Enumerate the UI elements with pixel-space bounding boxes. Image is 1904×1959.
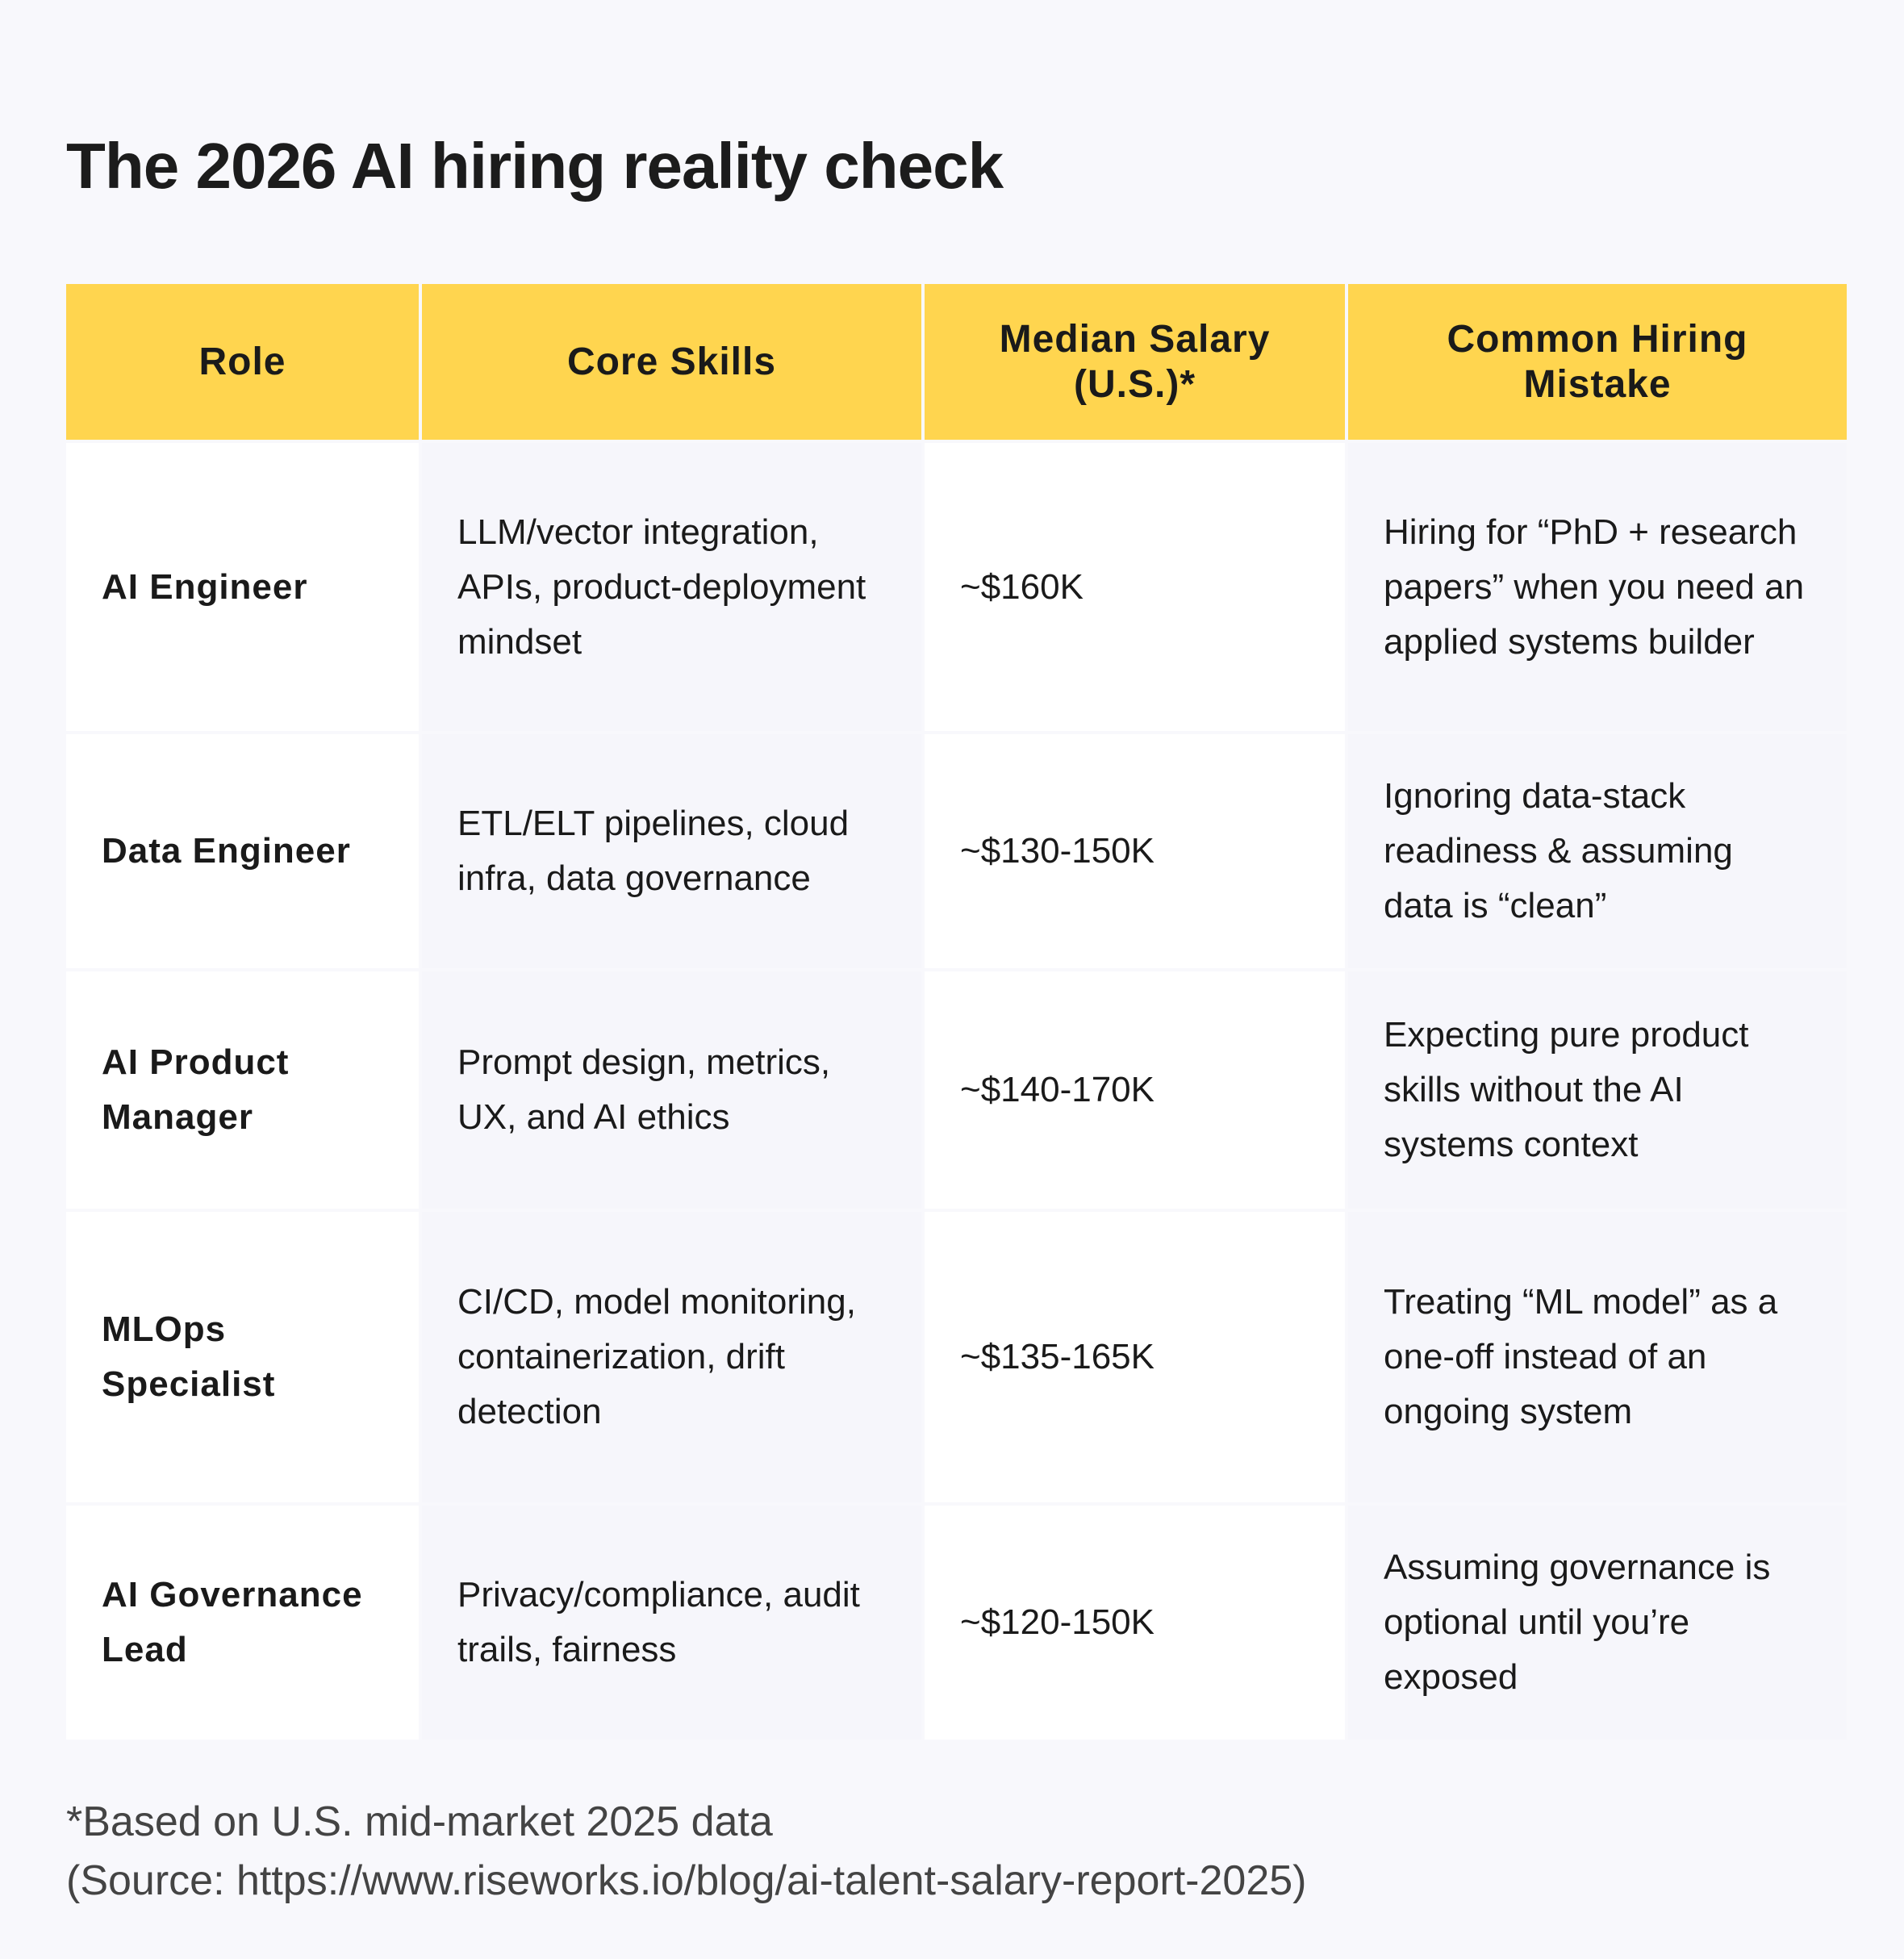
mistake-cell: Treating “ML model” as a one-off instead… (1348, 1212, 1847, 1502)
skills-cell: Privacy/compliance, audit trails, fairne… (422, 1506, 921, 1740)
mistake-cell: Hiring for “PhD + research papers” when … (1348, 443, 1847, 731)
table-row: AI Product Manager Prompt design, metric… (66, 971, 1847, 1209)
salary-cell: ~$120-150K (925, 1506, 1345, 1740)
role-cell: AI Engineer (66, 443, 419, 731)
footnote-data-basis: *Based on U.S. mid-market 2025 data (66, 1798, 773, 1845)
header-core-skills: Core Skills (422, 284, 921, 440)
salary-cell: ~$160K (925, 443, 1345, 731)
hiring-table: Role Core Skills Median Salary (U.S.)* C… (63, 281, 1850, 1743)
skills-cell: ETL/ELT pipelines, cloud infra, data gov… (422, 734, 921, 968)
page-title: The 2026 AI hiring reality check (66, 130, 1004, 202)
table-row: AI Governance Lead Privacy/compliance, a… (66, 1506, 1847, 1740)
header-role: Role (66, 284, 419, 440)
mistake-cell: Expecting pure product skills without th… (1348, 971, 1847, 1209)
role-cell: MLOps Specialist (66, 1212, 419, 1502)
salary-cell: ~$135-165K (925, 1212, 1345, 1502)
mistake-cell: Assuming governance is optional until yo… (1348, 1506, 1847, 1740)
table-row: AI Engineer LLM/vector integration, APIs… (66, 443, 1847, 731)
role-cell: AI Governance Lead (66, 1506, 419, 1740)
table-row: Data Engineer ETL/ELT pipelines, cloud i… (66, 734, 1847, 968)
role-cell: AI Product Manager (66, 971, 419, 1209)
skills-cell: Prompt design, metrics, UX, and AI ethic… (422, 971, 921, 1209)
skills-cell: LLM/vector integration, APIs, product-de… (422, 443, 921, 731)
salary-cell: ~$130-150K (925, 734, 1345, 968)
role-cell: Data Engineer (66, 734, 419, 968)
table-header-row: Role Core Skills Median Salary (U.S.)* C… (66, 284, 1847, 440)
footnote-source: (Source: https://www.riseworks.io/blog/a… (66, 1857, 1307, 1904)
header-hiring-mistake: Common Hiring Mistake (1348, 284, 1847, 440)
skills-cell: CI/CD, model monitoring, containerizatio… (422, 1212, 921, 1502)
footnote: *Based on U.S. mid-market 2025 data (Sou… (66, 1793, 1306, 1911)
header-median-salary: Median Salary (U.S.)* (925, 284, 1345, 440)
mistake-cell: Ignoring data-stack readiness & assuming… (1348, 734, 1847, 968)
salary-cell: ~$140-170K (925, 971, 1345, 1209)
table-row: MLOps Specialist CI/CD, model monitoring… (66, 1212, 1847, 1502)
